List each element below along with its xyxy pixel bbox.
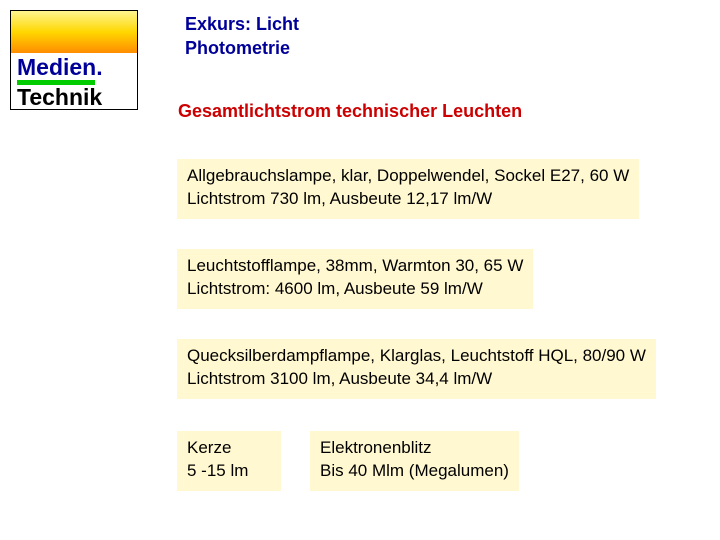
box4-line2: 5 -15 lm	[187, 460, 271, 483]
box5-line2: Bis 40 Mlm (Megalumen)	[320, 460, 509, 483]
box3-line1: Quecksilberdampflampe, Klarglas, Leuchts…	[187, 345, 646, 368]
box5-line1: Elektronenblitz	[320, 437, 509, 460]
logo-box: Medien. Technik	[10, 10, 138, 110]
subheading: Gesamtlichtstrom technischer Leuchten	[178, 101, 522, 122]
content-box-2: Leuchtstofflampe, 38mm, Warmton 30, 65 W…	[177, 249, 533, 309]
box4-line1: Kerze	[187, 437, 271, 460]
logo-line1: Medien.	[17, 55, 131, 80]
box2-line1: Leuchtstofflampe, 38mm, Warmton 30, 65 W	[187, 255, 523, 278]
box1-line2: Lichtstrom 730 lm, Ausbeute 12,17 lm/W	[187, 188, 629, 211]
box2-line2: Lichtstrom: 4600 lm, Ausbeute 59 lm/W	[187, 278, 523, 301]
content-box-5: Elektronenblitz Bis 40 Mlm (Megalumen)	[310, 431, 519, 491]
header-line-1: Exkurs: Licht	[185, 12, 299, 36]
logo-line2: Technik	[17, 86, 131, 109]
header-line-2: Photometrie	[185, 36, 299, 60]
logo-gradient	[11, 11, 137, 53]
box3-line2: Lichtstrom 3100 lm, Ausbeute 34,4 lm/W	[187, 368, 646, 391]
box1-line1: Allgebrauchslampe, klar, Doppelwendel, S…	[187, 165, 629, 188]
logo-text: Medien. Technik	[11, 53, 137, 109]
header-block: Exkurs: Licht Photometrie	[185, 12, 299, 61]
content-box-1: Allgebrauchslampe, klar, Doppelwendel, S…	[177, 159, 639, 219]
content-box-4: Kerze 5 -15 lm	[177, 431, 281, 491]
content-box-3: Quecksilberdampflampe, Klarglas, Leuchts…	[177, 339, 656, 399]
